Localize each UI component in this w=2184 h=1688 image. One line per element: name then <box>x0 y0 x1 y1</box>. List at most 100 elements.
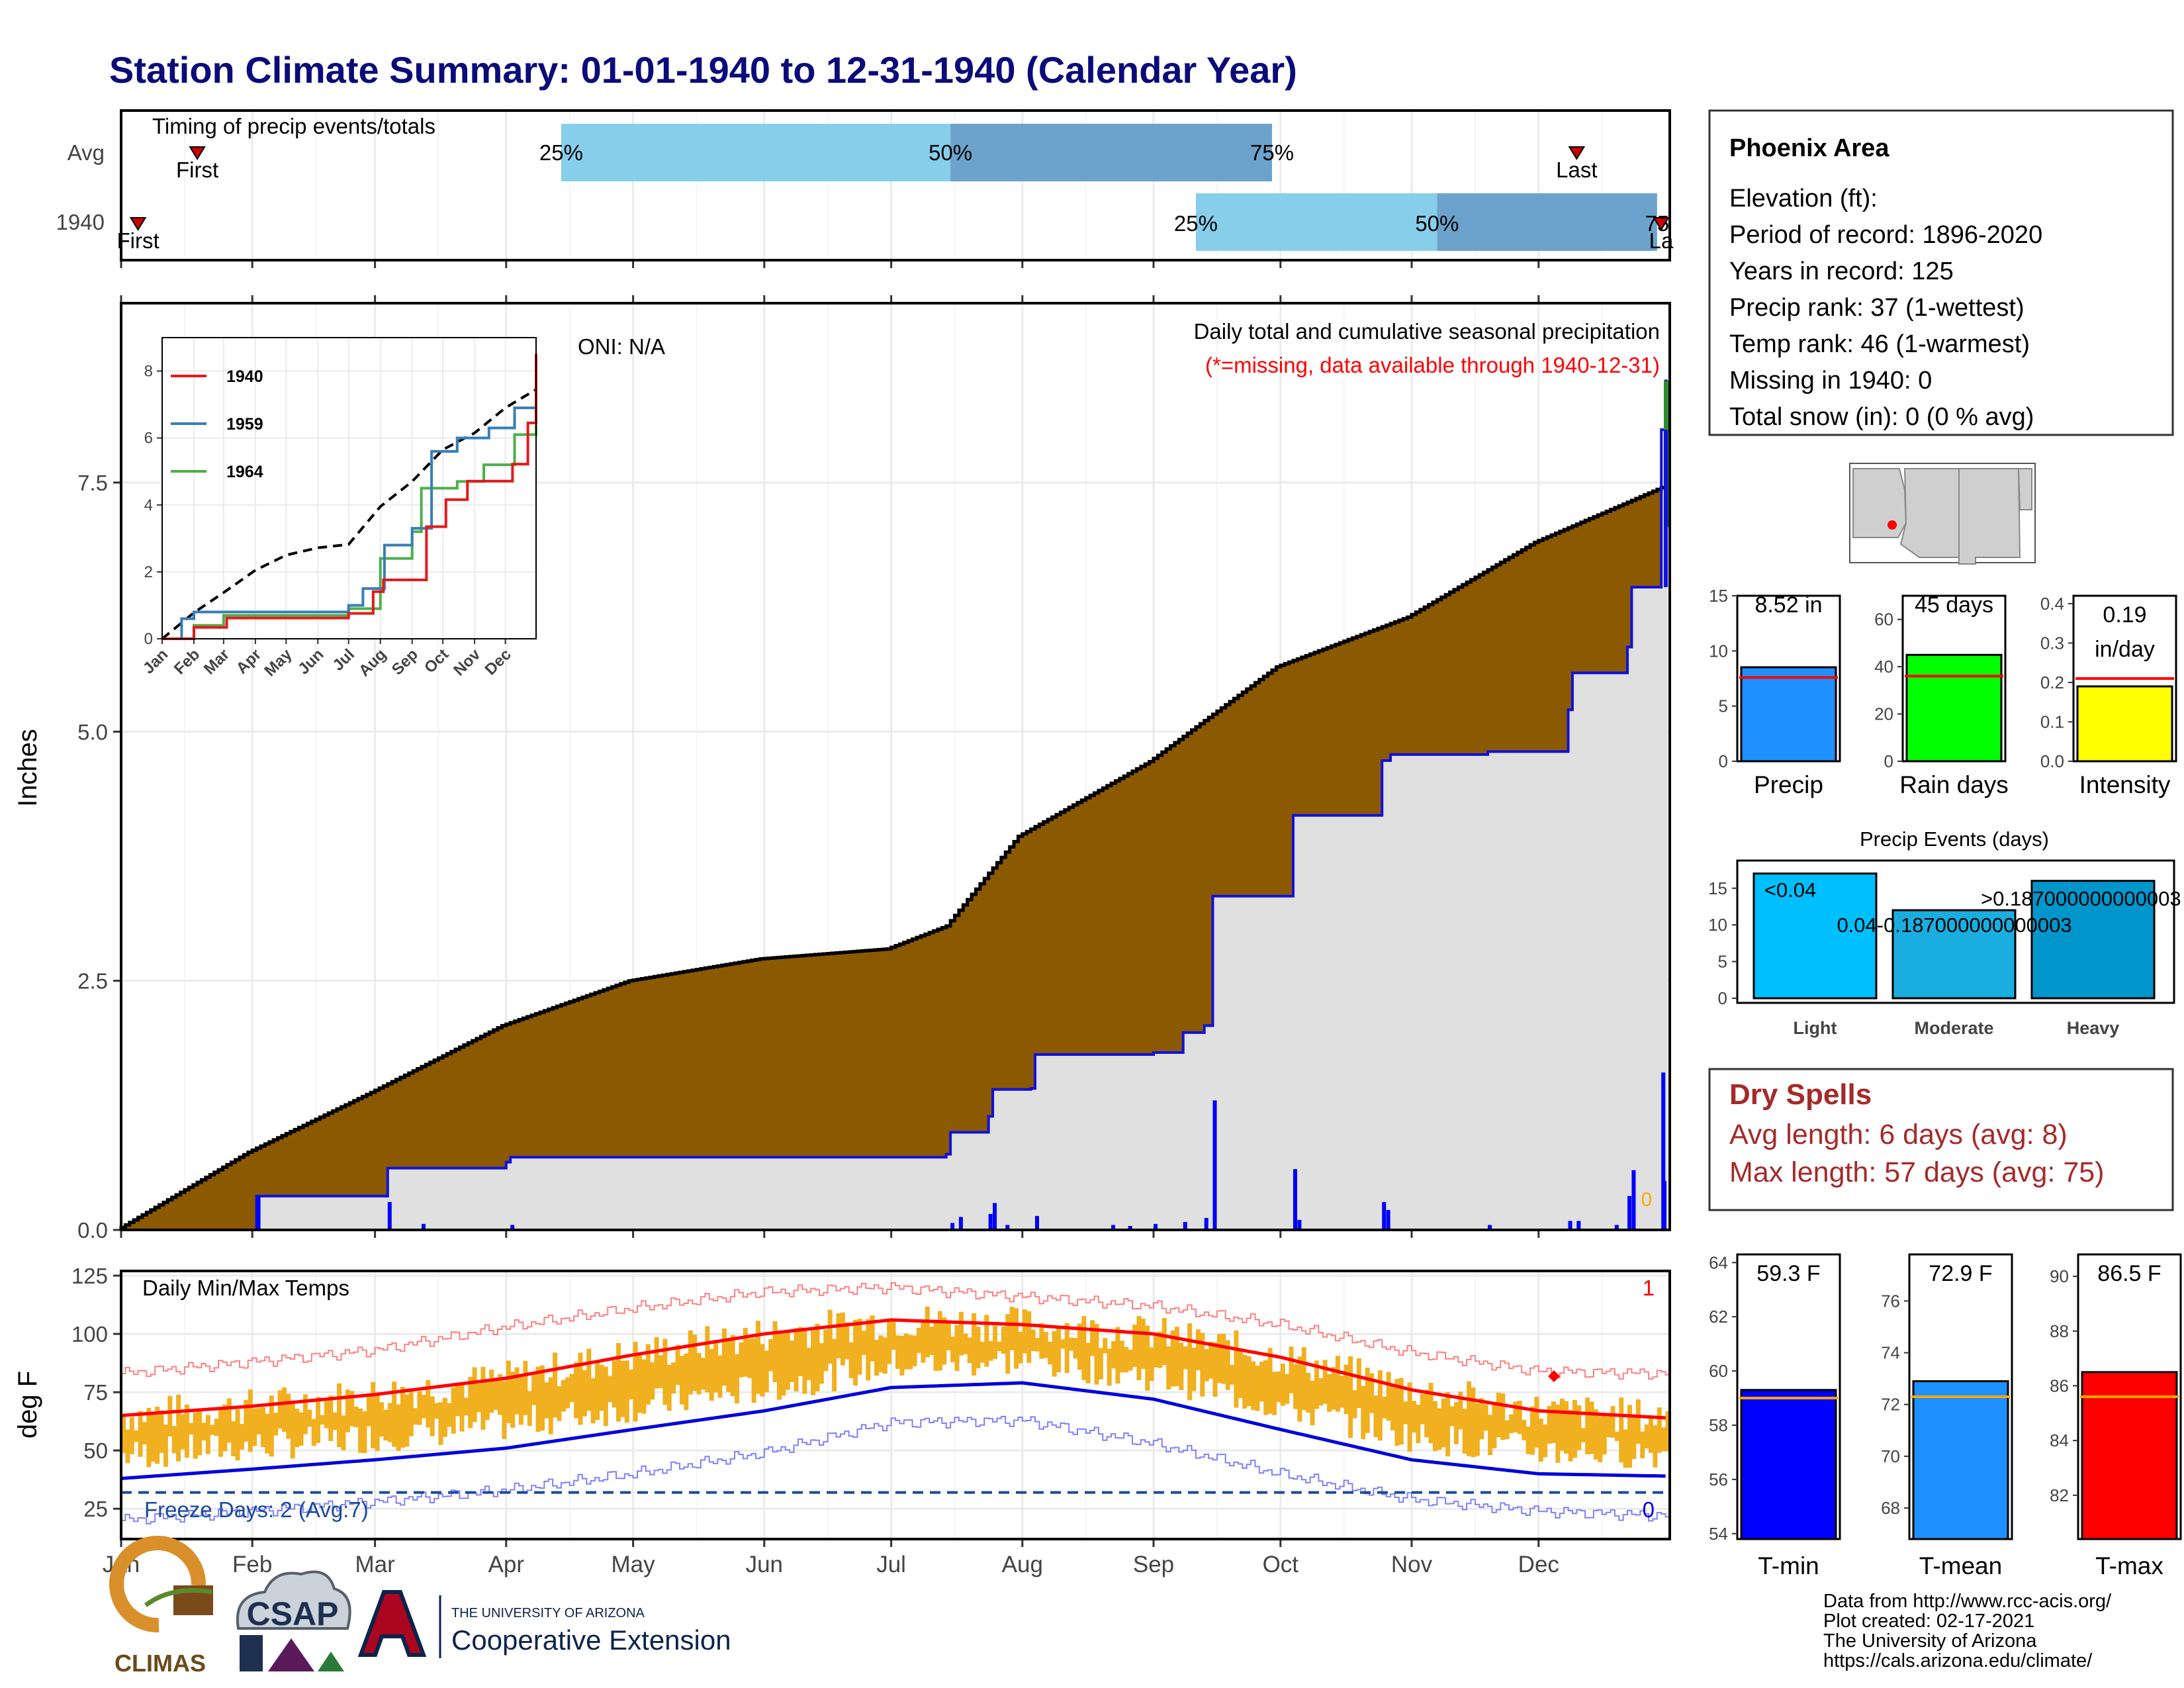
daily-temp-bar <box>1534 1396 1539 1448</box>
temp-summary-label: T-min <box>1758 1552 1819 1579</box>
daily-temp-bar <box>645 1344 651 1405</box>
daily-temp-bar <box>781 1333 786 1396</box>
daily-temp-bar <box>721 1328 727 1386</box>
daily-temp-bar <box>535 1366 541 1432</box>
temp-summary-ytick-label: 82 <box>2050 1485 2069 1505</box>
daily-temp-bar <box>1052 1331 1057 1377</box>
temp-ytick-label: 75 <box>83 1380 108 1405</box>
daily-temp-bar <box>925 1306 930 1358</box>
daily-temp-bar <box>899 1335 905 1376</box>
daily-temp-bar <box>281 1387 287 1432</box>
daily-temp-bar <box>235 1409 240 1461</box>
daily-temp-bar <box>1361 1385 1366 1440</box>
daily-temp-bar <box>379 1402 384 1437</box>
daily-temp-bar <box>1230 1364 1235 1385</box>
daily-temp-bar <box>1166 1346 1171 1390</box>
daily-temp-bar <box>654 1336 659 1389</box>
daily-temp-bar <box>1331 1367 1336 1410</box>
year-quartile-25-50 <box>1195 193 1437 251</box>
daily-temp-bar <box>1221 1333 1226 1384</box>
daily-temp-bar <box>493 1378 498 1410</box>
daily-temp-bar <box>1602 1415 1607 1455</box>
info-line: Temp rank: 46 (1-warmest) <box>1729 330 2030 358</box>
daily-temp-bar <box>1001 1326 1006 1354</box>
daily-temp-bar <box>1064 1323 1069 1374</box>
temp-summary-value: 86.5 F <box>2097 1261 2161 1286</box>
month-label: Jul <box>876 1552 906 1577</box>
daily-temp-bar <box>878 1335 884 1372</box>
daily-temp-bar <box>954 1325 960 1372</box>
daily-temp-bar <box>146 1407 152 1468</box>
daily-temp-bar <box>1272 1372 1277 1415</box>
daily-temp-bar <box>426 1380 431 1428</box>
daily-temp-bar <box>1585 1397 1590 1455</box>
avg-cumulative-line <box>119 485 1666 1230</box>
daily-temp-bar <box>912 1335 917 1367</box>
daily-temp-bar <box>295 1409 300 1448</box>
daily-temp-bar <box>193 1412 198 1459</box>
daily-temp-bar <box>946 1323 951 1350</box>
daily-temp-bar <box>1234 1330 1239 1408</box>
daily-temp-bar <box>1424 1389 1430 1438</box>
daily-temp-bar <box>1665 1411 1670 1452</box>
daily-temp-bar <box>1306 1373 1311 1413</box>
daily-temp-bar <box>1073 1338 1078 1359</box>
inset-1940-line <box>162 353 537 640</box>
daily-temp-bar <box>1225 1340 1230 1390</box>
daily-temp-bar <box>311 1419 316 1446</box>
daily-temp-bar <box>641 1359 647 1414</box>
daily-temp-bar <box>1090 1320 1095 1356</box>
station-name: Phoenix Area <box>1729 134 1889 162</box>
month-label: Sep <box>1133 1552 1174 1577</box>
daily-precip-bar <box>1662 1181 1666 1230</box>
daily-temp-bar <box>1509 1414 1514 1434</box>
daily-temp-bar <box>205 1415 210 1454</box>
events-title: Precip Events (days) <box>1860 827 2049 851</box>
year-cumulative-area <box>121 381 1668 1230</box>
temp-summary-bar-t-min <box>1740 1389 1837 1540</box>
daily-temp-bar <box>484 1381 490 1421</box>
daily-precip-bar <box>993 1203 997 1230</box>
inset-ytick-label: 2 <box>144 563 153 581</box>
timing-title: Timing of precip events/totals <box>152 114 435 138</box>
temp-summary-ytick-label: 68 <box>1881 1498 1900 1518</box>
daily-temp-bar <box>1255 1366 1260 1411</box>
daily-temp-bar <box>1500 1393 1506 1440</box>
daily-temp-bar <box>1627 1405 1633 1468</box>
daily-temp-bar <box>1111 1340 1116 1369</box>
temp-summary-ytick-label: 64 <box>1709 1252 1728 1272</box>
daily-temp-bar <box>1216 1334 1222 1383</box>
daily-temp-bar <box>142 1422 147 1445</box>
daily-temp-bar <box>1246 1356 1251 1407</box>
daily-temp-bar <box>637 1352 642 1413</box>
daily-temp-bar <box>1069 1337 1074 1351</box>
daily-temp-bar <box>776 1331 782 1400</box>
daily-temp-bar <box>921 1322 926 1363</box>
daily-temp-bar <box>1056 1326 1061 1373</box>
inset-ytick-label: 6 <box>144 430 153 447</box>
temp-summary-charts: 59.3 F T-min 54 56 58 60 62 64 72.9 F T-mean 68 70 7… <box>1709 1252 2182 1579</box>
daily-precip-bar <box>421 1223 426 1230</box>
daily-temp-bar <box>1492 1403 1497 1448</box>
daily-temp-bar <box>1170 1330 1175 1387</box>
daily-temp-bar <box>972 1313 977 1376</box>
daily-temp-bar <box>1445 1391 1451 1457</box>
daily-temp-bar <box>696 1353 702 1395</box>
daily-temp-bar <box>477 1383 482 1413</box>
daily-temp-bar <box>201 1423 206 1441</box>
station-info-box: Phoenix Area Elevation (ft): Period of re… <box>1708 109 2174 436</box>
daily-temp-bar <box>717 1355 723 1398</box>
summary-ytick-label: 0.3 <box>2040 633 2064 653</box>
daily-temp-bar <box>874 1340 880 1376</box>
daily-temp-bar <box>751 1338 756 1403</box>
daily-temp-bar <box>730 1335 735 1397</box>
event-label-moderate: 0.04-0.187000000000003 <box>1837 914 2071 937</box>
daily-temp-bar <box>1377 1370 1383 1441</box>
daily-temp-bar <box>539 1365 545 1431</box>
daily-temp-bar <box>527 1391 532 1427</box>
daily-temp-bar <box>599 1364 604 1411</box>
year-pct-label-2: 50% <box>1415 211 1459 236</box>
daily-temp-bar <box>1572 1399 1577 1458</box>
daily-temp-bar <box>709 1348 714 1401</box>
